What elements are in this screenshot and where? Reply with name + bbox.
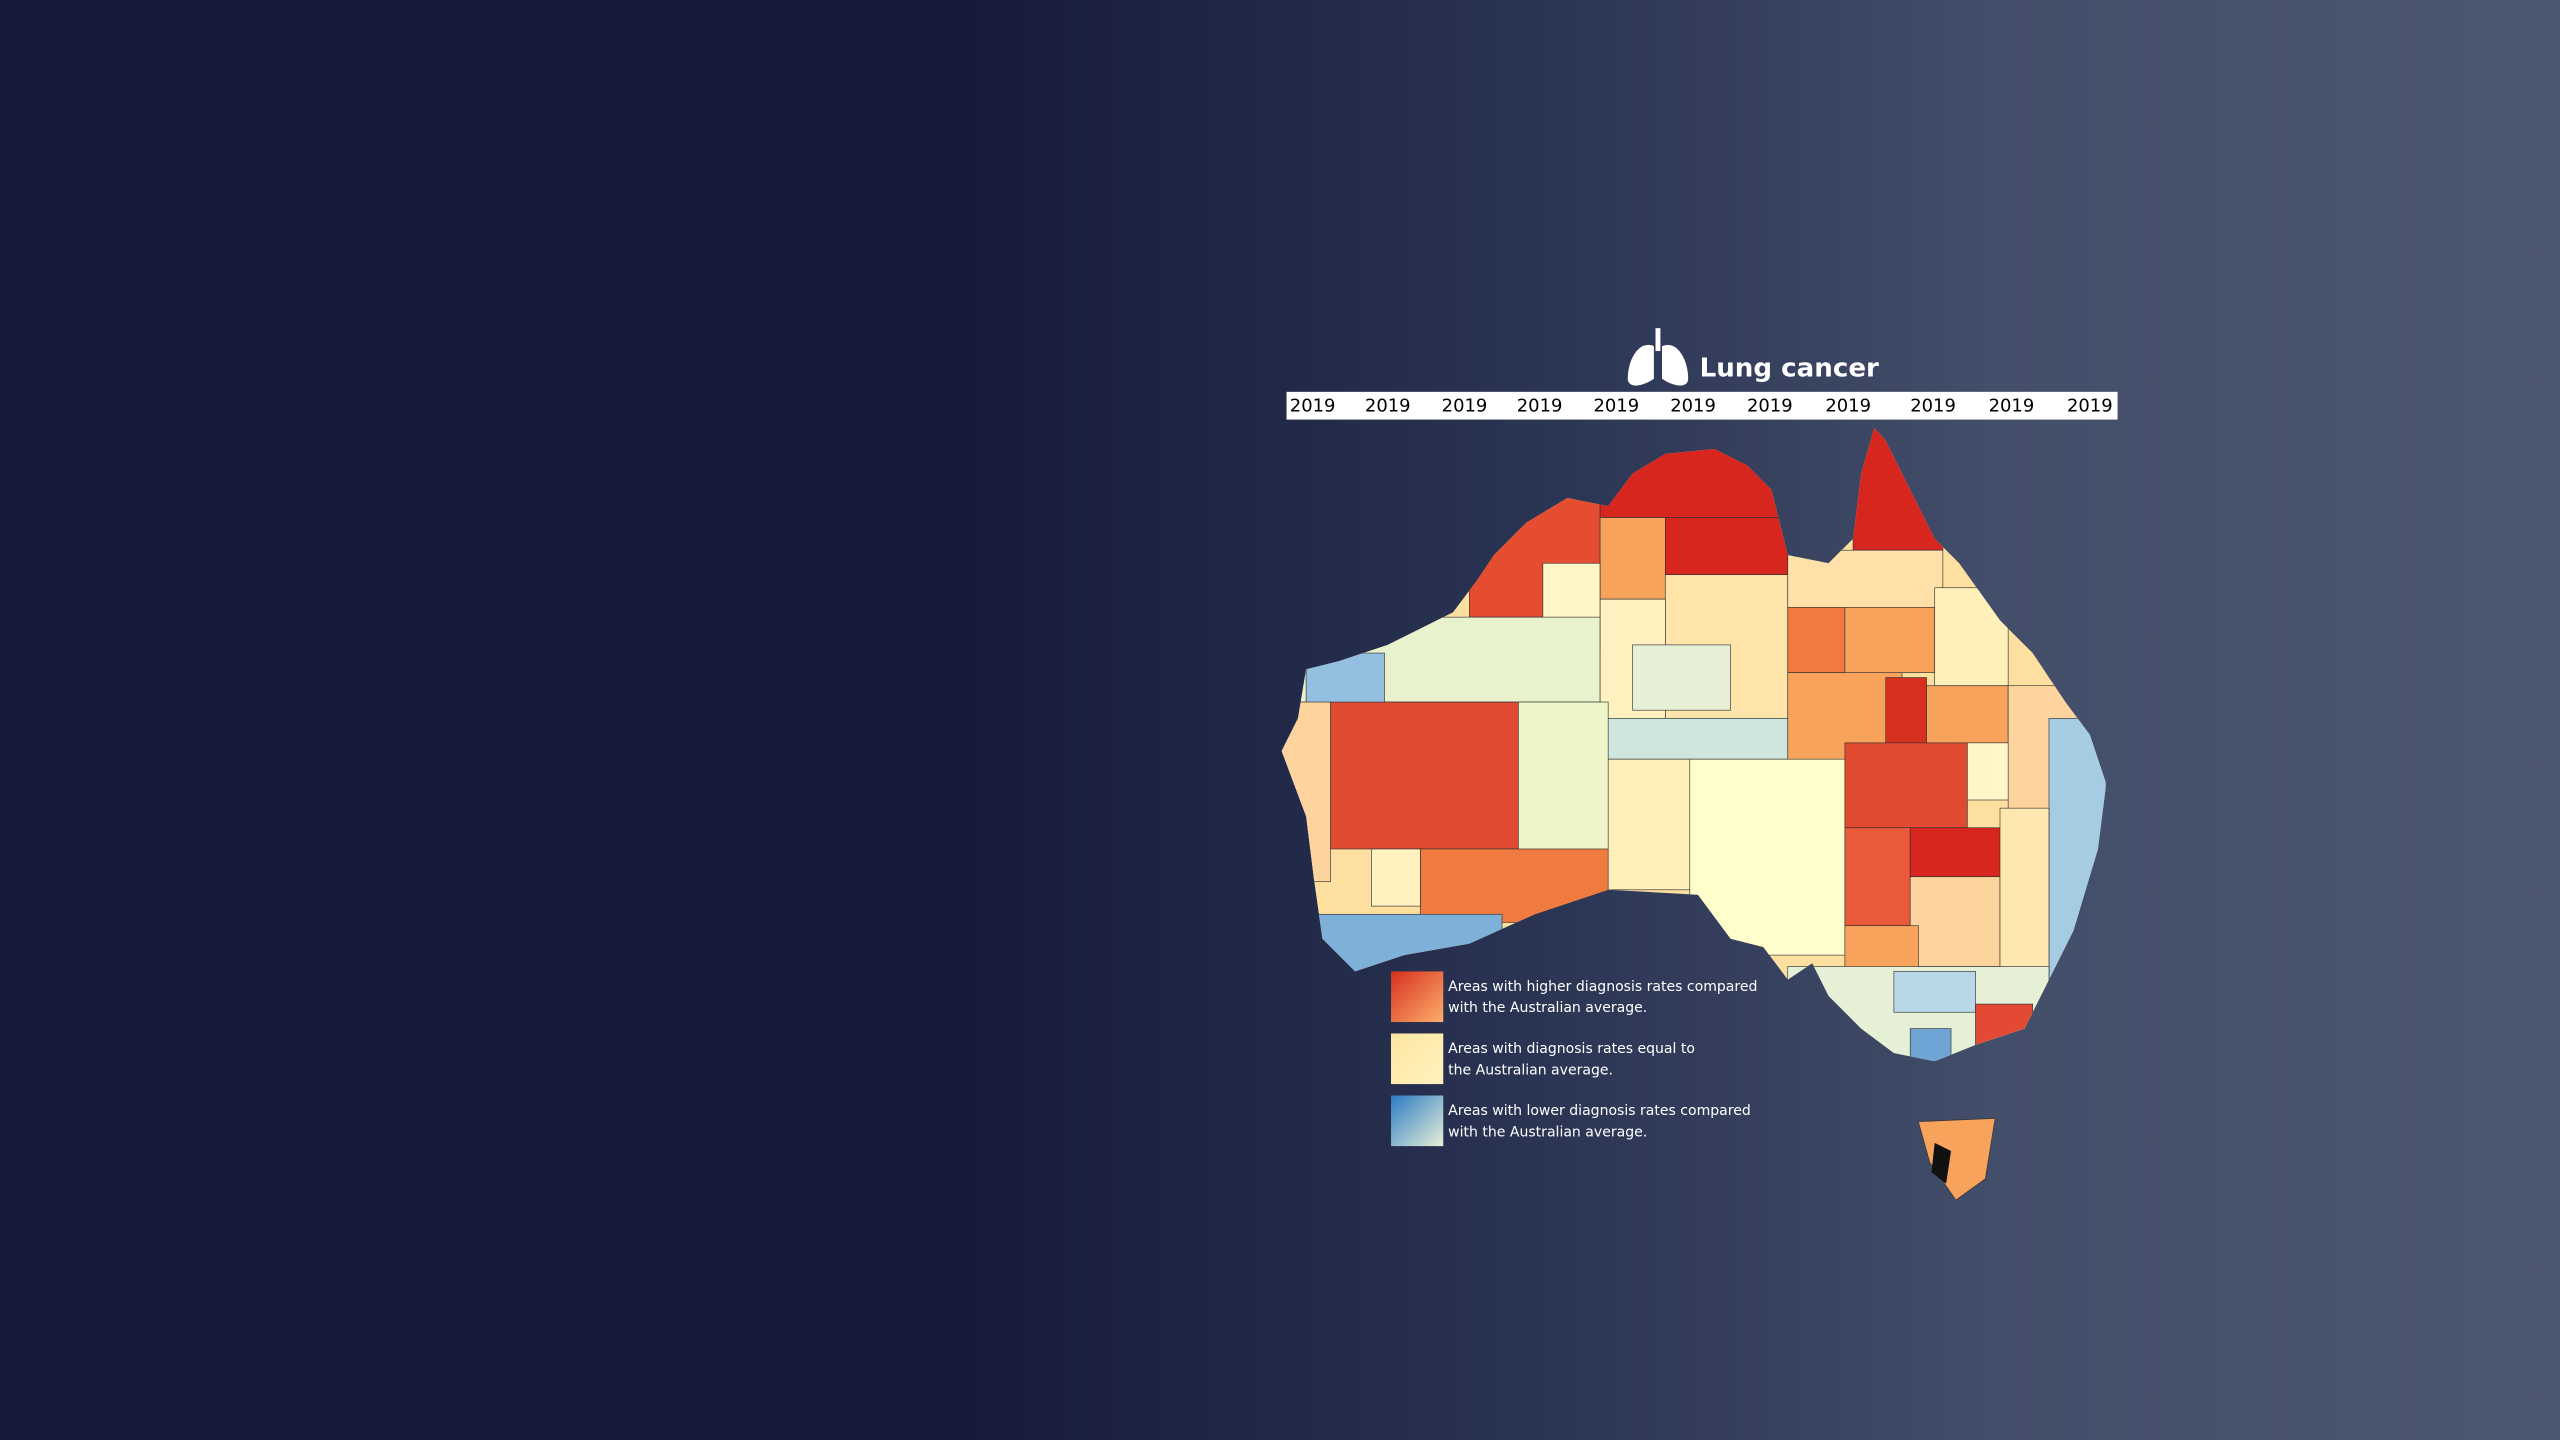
year-label[interactable]: 2019	[1910, 396, 1956, 417]
legend-text: the Australian average.	[1448, 1062, 1613, 1078]
year-strip	[1286, 391, 2118, 420]
tasmania-region	[1931, 1142, 1952, 1184]
legend-text: Areas with diagnosis rates equal to	[1448, 1041, 1695, 1057]
legend-text: with the Australian average.	[1448, 1000, 1647, 1016]
year-label[interactable]: 2019	[2067, 396, 2113, 417]
legend-swatch-low	[1391, 1095, 1444, 1147]
legend-text: with the Australian average.	[1448, 1124, 1647, 1140]
legend-swatch-high	[1391, 971, 1444, 1023]
title: Lung cancer	[1700, 353, 1879, 383]
legend-swatch-equal	[1391, 1033, 1444, 1085]
legend-text: Areas with lower diagnosis rates compare…	[1448, 1103, 1751, 1119]
year-label[interactable]: 2019	[1290, 396, 1336, 417]
year-label[interactable]: 2019	[1825, 396, 1871, 417]
year-label[interactable]: 2019	[1593, 396, 1639, 417]
year-list: 2019 2019 2019 2019 2019 2019 2019 2019 2019 2019…	[1290, 396, 2113, 417]
year-label[interactable]: 2019	[1670, 396, 1716, 417]
year-label[interactable]: 2019	[1365, 396, 1411, 417]
lungs-icon	[1627, 328, 1689, 386]
legend-text: Areas with higher diagnosis rates compar…	[1448, 979, 1757, 995]
year-label[interactable]: 2019	[1989, 396, 2035, 417]
year-label[interactable]: 2019	[1517, 396, 1563, 417]
year-label[interactable]: 2019	[1747, 396, 1793, 417]
tasmania	[1917, 1118, 1996, 1201]
year-label[interactable]: 2019	[1442, 396, 1488, 417]
